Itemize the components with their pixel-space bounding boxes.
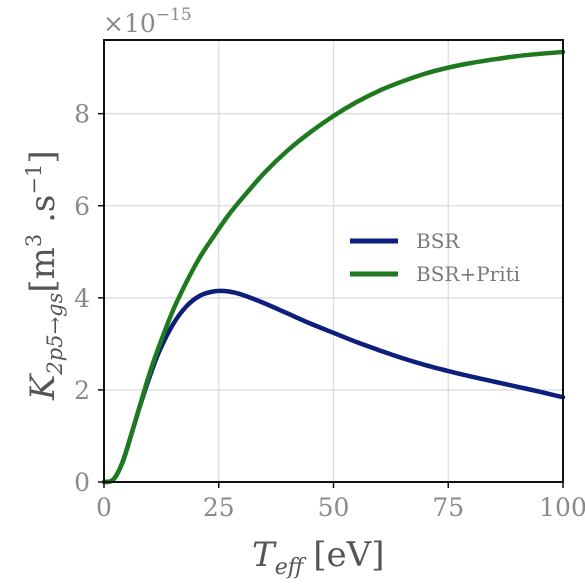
legend: BSR BSR+Priti [350,229,520,286]
x-axis-label-main: T [252,535,277,575]
y-tick-label: 6 [74,192,90,221]
x-tick-label: 75 [432,493,464,522]
y-tick-label: 8 [74,100,90,129]
x-tick-label: 25 [203,493,235,522]
x-tick-label: 0 [96,493,112,522]
y-axis-label-main: K [23,372,63,401]
y-axis-label-unit-sup2: −1 [22,164,46,195]
series-line-bsr-priti [101,49,566,485]
y-axis-label: K2p5→gs[m3 .s−1] [22,150,67,401]
x-axis-label: Teff [eV] [252,535,385,580]
axis-ticks: 0 25 50 75 100 0 2 4 6 8 [74,100,585,522]
y-axis-multiplier: ×10−15 [103,5,192,38]
legend-label-bsr-priti: BSR+Priti [416,262,520,286]
y-multiplier-exponent: −15 [156,5,192,25]
y-axis-label-sub: 2p5→gs [43,292,67,375]
y-axis-label-unit-open: [m [23,247,63,293]
y-tick-label: 4 [74,284,90,313]
legend-label-bsr: BSR [416,229,460,253]
y-axis-label-unit-sup1: 3 [22,234,46,247]
x-axis-label-unit: [eV] [313,535,384,575]
y-axis-label-unit-close: ] [23,150,63,163]
y-axis-label-unit-mid: .s [23,195,63,234]
y-tick-label: 2 [74,376,90,405]
x-tick-label: 100 [539,493,585,522]
x-axis-label-sub: eff [275,555,307,580]
x-tick-label: 50 [318,493,350,522]
y-tick-label: 0 [74,468,90,497]
series-lines [101,49,566,485]
y-multiplier-base: ×10 [103,9,156,38]
